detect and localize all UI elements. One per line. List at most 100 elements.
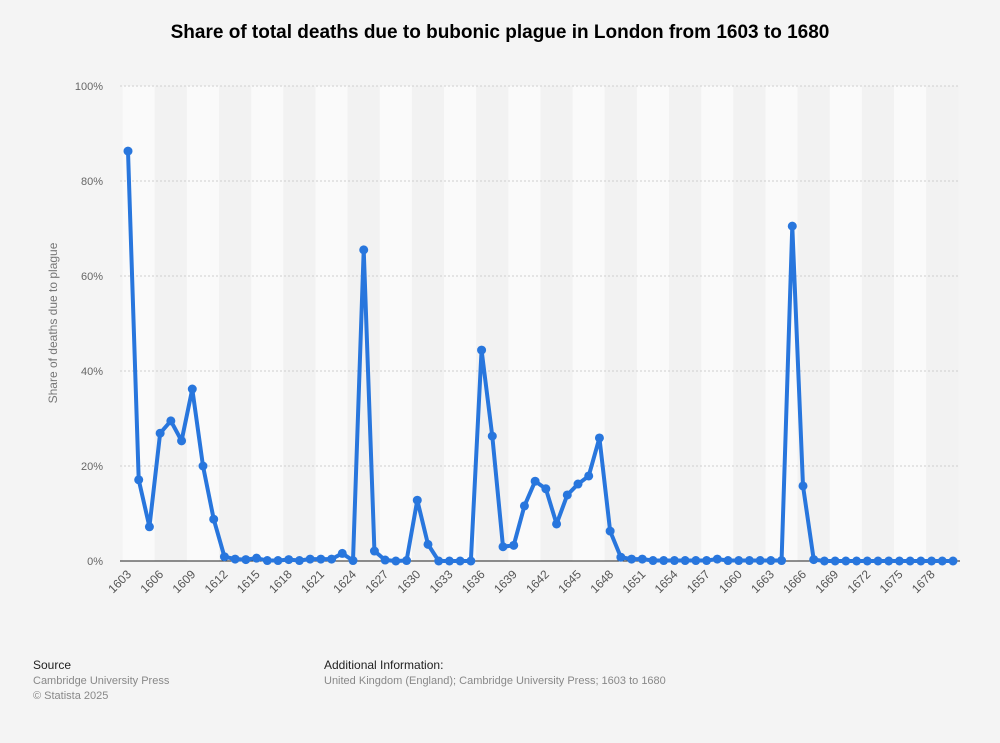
data-point bbox=[541, 484, 551, 494]
line-chart: 0% 20% 40% 60% 80% 100% Share of deaths due to… bbox=[46, 81, 960, 596]
x-tick-label: 1627 bbox=[362, 567, 391, 596]
data-point bbox=[337, 548, 347, 558]
background-band bbox=[411, 86, 445, 561]
data-point bbox=[659, 556, 669, 566]
data-point bbox=[509, 540, 519, 550]
x-tick-label: 1654 bbox=[652, 567, 681, 596]
data-point bbox=[712, 554, 722, 564]
background-band bbox=[701, 86, 734, 561]
background-band bbox=[829, 86, 862, 561]
data-point bbox=[305, 554, 315, 564]
x-tick-label: 1618 bbox=[266, 567, 295, 596]
x-tick-label: 1621 bbox=[298, 567, 327, 596]
x-tick-label: 1603 bbox=[105, 567, 134, 596]
background-band bbox=[219, 86, 252, 561]
data-point bbox=[584, 471, 594, 481]
data-point bbox=[723, 556, 733, 566]
data-point bbox=[691, 556, 701, 566]
data-point bbox=[744, 556, 754, 566]
background-band bbox=[894, 86, 927, 561]
data-point bbox=[702, 556, 712, 566]
data-point bbox=[252, 553, 262, 563]
x-tick-label: 1642 bbox=[523, 567, 552, 596]
info-text: United Kingdom (England); Cambridge Univ… bbox=[324, 675, 666, 687]
data-point bbox=[627, 554, 637, 564]
data-point bbox=[819, 556, 829, 566]
data-point bbox=[166, 416, 176, 426]
data-point bbox=[798, 481, 808, 491]
x-tick-label: 1675 bbox=[877, 567, 906, 596]
data-point bbox=[327, 554, 337, 564]
background-band bbox=[733, 86, 766, 561]
data-point bbox=[177, 436, 187, 446]
info-heading: Additional Information: bbox=[324, 658, 444, 672]
data-point bbox=[273, 556, 283, 566]
data-point bbox=[937, 556, 947, 566]
data-point bbox=[927, 556, 937, 566]
background-band bbox=[476, 86, 509, 561]
data-point bbox=[359, 245, 369, 255]
data-point bbox=[230, 554, 240, 564]
data-point bbox=[809, 555, 819, 565]
data-point bbox=[637, 554, 647, 564]
data-point bbox=[948, 556, 958, 566]
data-point bbox=[134, 475, 144, 485]
x-tick-label: 1624 bbox=[330, 567, 359, 596]
data-point bbox=[498, 542, 508, 552]
background-band bbox=[572, 86, 605, 561]
data-point bbox=[348, 556, 358, 566]
background-band bbox=[604, 86, 637, 561]
data-point bbox=[423, 539, 433, 549]
x-tick-label: 1606 bbox=[137, 567, 166, 596]
y-tick-label: 80% bbox=[81, 176, 103, 188]
data-point bbox=[477, 345, 487, 355]
x-tick-label: 1612 bbox=[202, 567, 231, 596]
background-band bbox=[926, 86, 959, 561]
x-tick-label: 1660 bbox=[716, 567, 745, 596]
data-point bbox=[369, 546, 379, 556]
data-point bbox=[391, 556, 401, 566]
data-point bbox=[905, 556, 915, 566]
data-point bbox=[616, 552, 626, 562]
source-line[interactable]: Cambridge University Press bbox=[33, 675, 170, 687]
data-point bbox=[648, 556, 658, 566]
data-point bbox=[519, 501, 529, 511]
data-point bbox=[594, 433, 604, 443]
data-point bbox=[552, 519, 562, 529]
data-point bbox=[316, 554, 326, 564]
data-point bbox=[573, 479, 583, 489]
data-point bbox=[144, 522, 154, 532]
source-block: Source Cambridge University Press © Stat… bbox=[33, 658, 169, 704]
data-point bbox=[241, 555, 251, 565]
x-tick-label: 1663 bbox=[748, 567, 777, 596]
data-point bbox=[787, 221, 797, 231]
background-band bbox=[540, 86, 573, 561]
background-band bbox=[444, 86, 477, 561]
data-point bbox=[209, 514, 219, 524]
data-point bbox=[262, 556, 272, 566]
background-band bbox=[315, 86, 348, 561]
data-point bbox=[402, 556, 412, 566]
x-tick-label: 1669 bbox=[812, 567, 841, 596]
data-point bbox=[862, 556, 872, 566]
x-tick-label: 1666 bbox=[780, 567, 809, 596]
x-tick-label: 1678 bbox=[909, 567, 938, 596]
data-point bbox=[777, 556, 787, 566]
info-block: Additional Information: United Kingdom (… bbox=[324, 658, 666, 689]
x-tick-label: 1657 bbox=[684, 567, 713, 596]
x-tick-label: 1630 bbox=[395, 567, 424, 596]
data-point bbox=[884, 556, 894, 566]
data-point bbox=[852, 556, 862, 566]
x-tick-label: 1615 bbox=[234, 567, 263, 596]
x-tick-label: 1636 bbox=[459, 567, 488, 596]
data-point bbox=[412, 495, 422, 505]
data-point bbox=[487, 431, 497, 441]
y-axis-title: Share of deaths due to plague bbox=[46, 242, 60, 403]
data-point bbox=[466, 556, 476, 566]
data-point bbox=[605, 526, 615, 536]
chart-title: Share of total deaths due to bubonic pla… bbox=[170, 22, 830, 43]
background-band bbox=[765, 86, 798, 561]
data-point bbox=[123, 146, 133, 156]
data-point bbox=[841, 556, 851, 566]
data-point bbox=[894, 556, 904, 566]
